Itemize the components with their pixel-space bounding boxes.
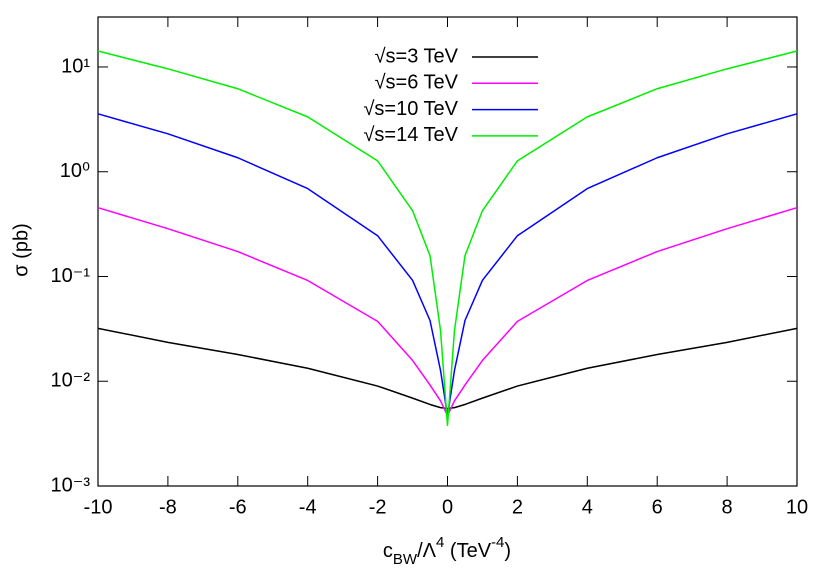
y-tick-label: 10⁻³	[51, 474, 91, 496]
x-tick-label: -8	[159, 496, 177, 518]
x-label-part: /Λ	[417, 540, 437, 562]
x-tick-label: 4	[582, 496, 593, 518]
x-tick-label: -6	[229, 496, 247, 518]
y-tick-label: 10¹	[61, 55, 90, 77]
x-tick-label: 6	[652, 496, 663, 518]
x-tick-label: 10	[786, 496, 808, 518]
x-tick-label: -4	[299, 496, 317, 518]
series-line	[97, 206, 798, 417]
series-line	[97, 50, 798, 427]
y-tick-label: 10⁰	[60, 160, 90, 182]
y-tick-label: 10⁻²	[51, 370, 91, 392]
series-line	[97, 113, 798, 417]
x-label-part: c	[383, 540, 393, 562]
y-tick-label: 10⁻¹	[51, 265, 91, 287]
x-tick-label: -2	[369, 496, 387, 518]
x-tick-label: -10	[84, 496, 113, 518]
legend-label: √s=14 TeV	[363, 124, 458, 146]
y-axis-label: σ (pb)	[10, 223, 32, 276]
x-axis-label: cBW/Λ4 (TeV-4)	[383, 534, 511, 568]
series-line	[97, 327, 798, 410]
x-label-part: )	[504, 540, 511, 562]
x-tick-label: 0	[442, 496, 453, 518]
x-label-part: (TeV	[444, 540, 491, 562]
x-tick-label: 2	[512, 496, 523, 518]
x-label-part: -4	[491, 534, 504, 551]
x-tick-label: 8	[722, 496, 733, 518]
legend-label: √s=3 TeV	[375, 45, 459, 67]
legend-label: √s=6 TeV	[375, 72, 459, 94]
x-label-part: 4	[436, 534, 444, 551]
x-label-part: BW	[393, 551, 418, 568]
legend-label: √s=10 TeV	[363, 98, 458, 120]
